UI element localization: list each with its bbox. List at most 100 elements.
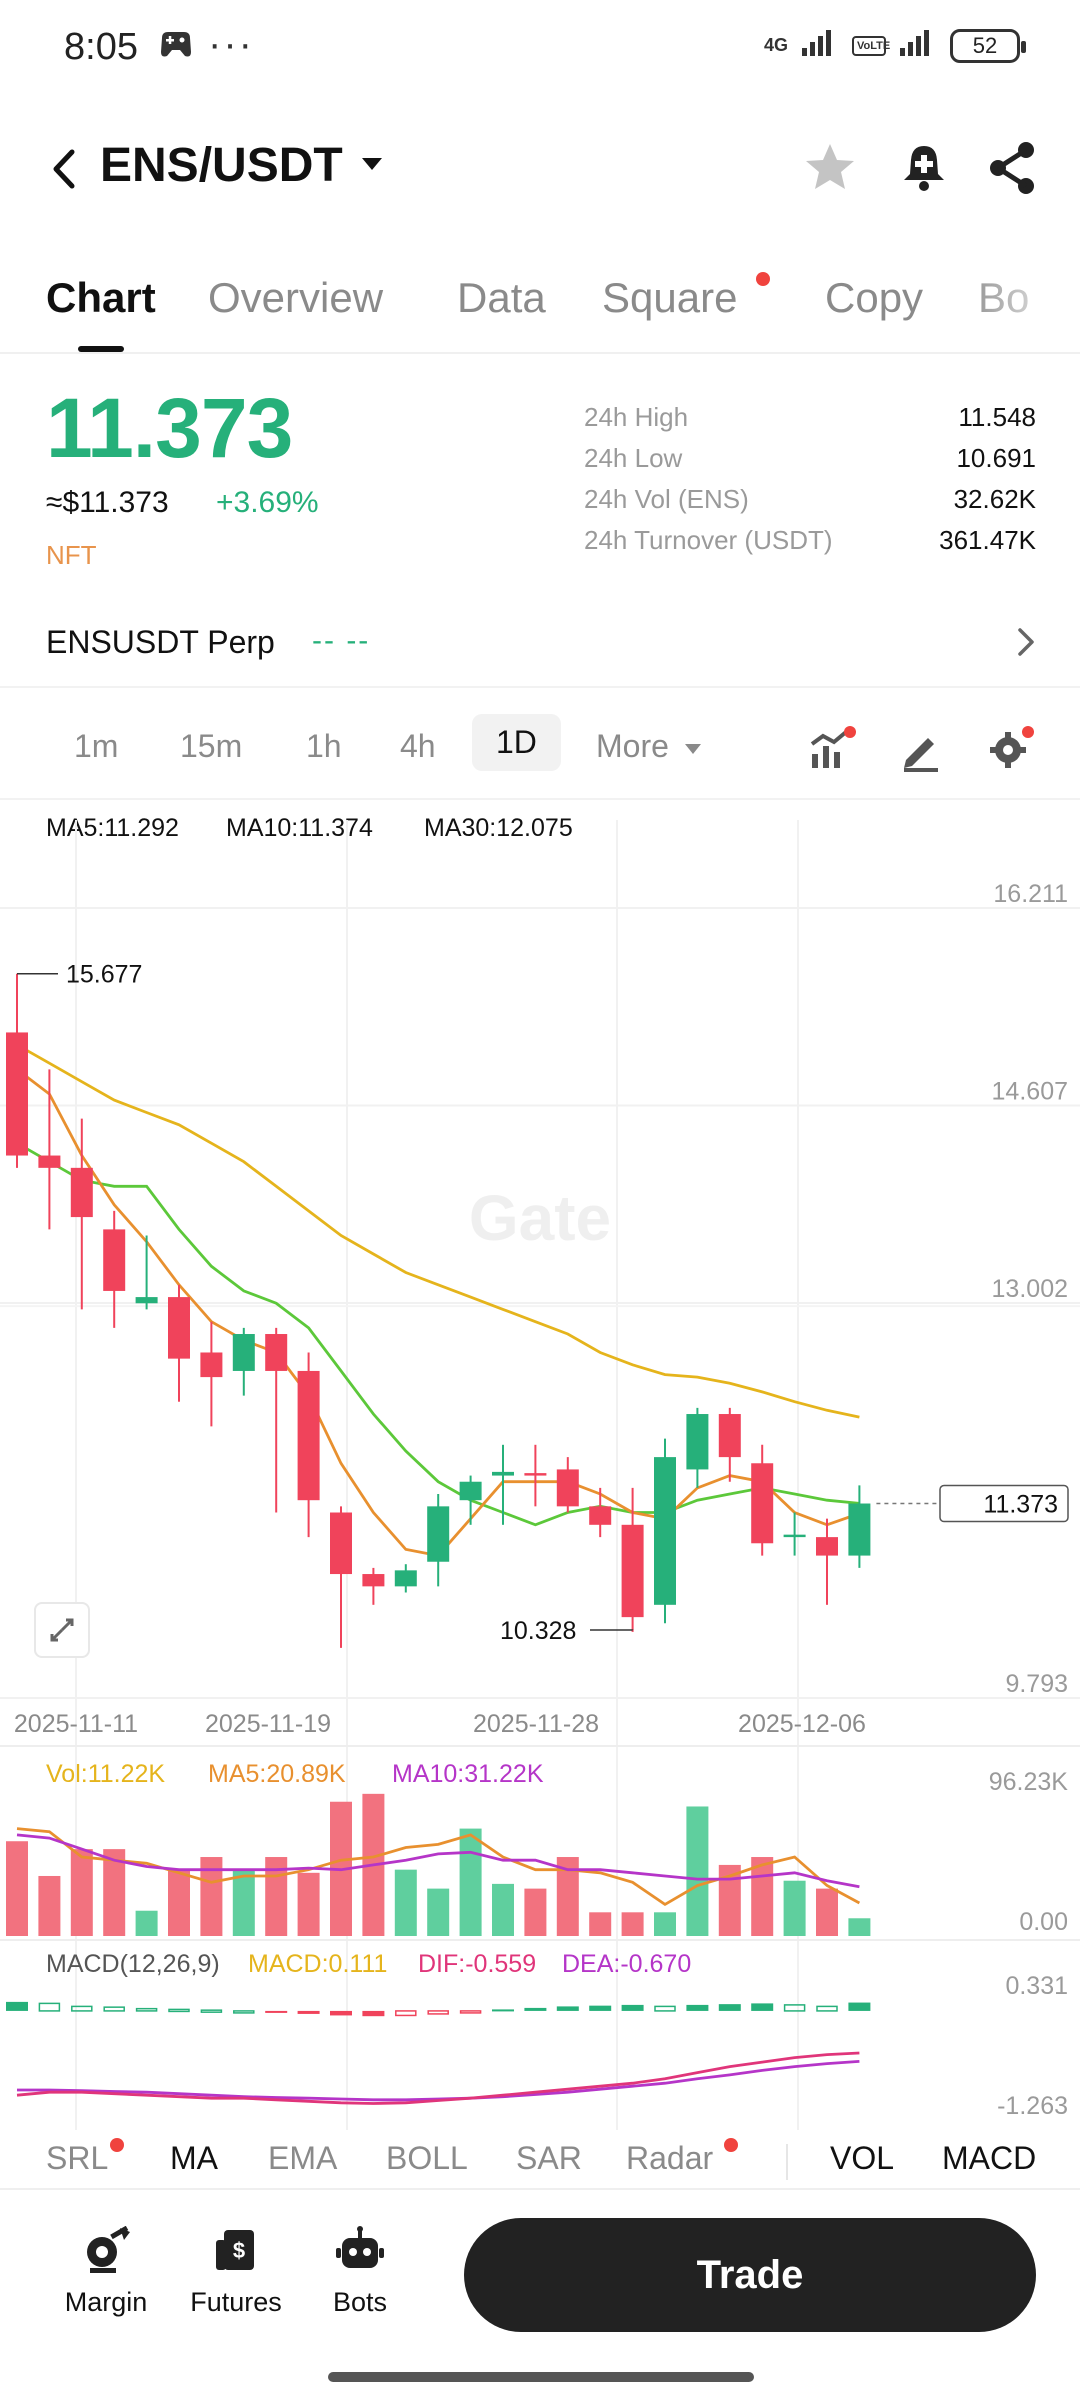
nav-futures[interactable]: $ Futures: [176, 2226, 296, 2318]
volume-bar: [427, 1888, 450, 1936]
macd-histogram-bar: [200, 2009, 223, 2013]
macd-histogram-bar: [330, 2010, 352, 2016]
volume-bar: [621, 1912, 644, 1936]
category-tag[interactable]: NFT: [46, 540, 97, 570]
interval-1d[interactable]: 1D: [472, 714, 561, 771]
candle-body: [654, 1457, 676, 1605]
interval-more-label: More: [596, 728, 669, 764]
indicator-ma[interactable]: MA: [170, 2140, 218, 2176]
game-controller-icon: [158, 30, 194, 65]
expand-chart-button[interactable]: [34, 1602, 90, 1658]
more-notifications-icon: ···: [208, 22, 254, 66]
macd-histogram-bar: [6, 2001, 28, 2011]
low-price-label: 10.328: [500, 1617, 576, 1645]
x-tick-label: 2025-12-06: [738, 1710, 866, 1738]
macd-histogram-bar: [718, 2004, 741, 2011]
candle-body: [200, 1352, 223, 1378]
tab-copy[interactable]: Copy: [825, 274, 924, 321]
bell-plus-icon[interactable]: [894, 138, 954, 203]
macd-legend-item: DEA:-0.670: [562, 1950, 691, 1978]
stat-label-high: 24h High: [584, 402, 689, 432]
indicator-vol[interactable]: VOL: [830, 2140, 895, 2176]
current-price-label: 11.373: [983, 1491, 1058, 1519]
y-tick-label: 16.211: [993, 880, 1068, 908]
caret-down-icon[interactable]: [360, 156, 384, 177]
stat-label-turnover: 24h Turnover (USDT): [584, 525, 833, 555]
indicator-ema[interactable]: EMA: [268, 2140, 338, 2176]
volume-legend-item: MA10:31.22K: [392, 1760, 544, 1788]
candle-body: [816, 1537, 838, 1556]
star-icon[interactable]: [800, 138, 860, 203]
radar-notification-dot: [724, 2138, 738, 2152]
volume-bar: [524, 1888, 547, 1936]
nav-margin-label: Margin: [64, 2287, 148, 2317]
back-icon[interactable]: [44, 144, 84, 194]
share-icon[interactable]: [982, 138, 1042, 203]
tab-square[interactable]: Square: [602, 274, 738, 321]
usd-price: ≈$11.373: [46, 486, 169, 519]
volume-bar: [200, 1857, 223, 1936]
interval-15m[interactable]: 15m: [180, 728, 243, 764]
interval-1m[interactable]: 1m: [74, 728, 119, 764]
candle-body: [589, 1506, 612, 1525]
perp-values: -- --: [312, 624, 371, 657]
square-notification-dot: [756, 272, 770, 286]
macd-dif-line: [16, 2051, 860, 2105]
candle-body: [718, 1414, 741, 1458]
indicator-boll[interactable]: BOLL: [386, 2140, 468, 2176]
expand-icon: [50, 1618, 74, 1642]
volte-badge: VoLTE: [852, 35, 890, 56]
macd-histogram-bar: [459, 2010, 482, 2014]
chart-area[interactable]: MA5:11.292 MA10:11.374 MA30:12.075 16.21…: [0, 800, 1080, 2130]
candle-body: [38, 1155, 61, 1168]
perp-name: ENSUSDT Perp: [46, 624, 275, 660]
macd-histogram-bar: [589, 2005, 612, 2011]
trade-button[interactable]: Trade: [464, 2218, 1036, 2332]
volume-bar: [686, 1806, 709, 1936]
candle-body: [394, 1570, 417, 1587]
svg-text:$: $: [233, 2238, 245, 2263]
settings-gear-icon[interactable]: [984, 724, 1036, 779]
active-tab-indicator: [78, 346, 124, 352]
last-price: 11.373: [46, 381, 293, 475]
current-price-box: [939, 1484, 1069, 1523]
caret-down-icon: [684, 743, 701, 754]
status-right: 4G VoLTE 52: [764, 28, 1026, 63]
macd-histogram-bar: [524, 2007, 547, 2011]
draw-pen-icon[interactable]: [896, 724, 946, 779]
macd-histogram-bar: [395, 2010, 417, 2017]
chart-canvas[interactable]: 16.211 14.607 13.002 9.793 Gate 15.677 10.328 1…: [0, 800, 1080, 2130]
perp-link-row[interactable]: ENSUSDT Perp -- --: [0, 596, 1080, 688]
indicators-icon[interactable]: [806, 724, 856, 779]
interval-selector: 1m 15m 1h 4h 1D More: [0, 700, 1080, 800]
macd-histogram-bar: [135, 2007, 158, 2012]
indicator-tabs: SRL MA EMA BOLL SAR Radar VOL MACD: [0, 2128, 1080, 2188]
volume-bar: [70, 1849, 93, 1936]
interval-4h[interactable]: 4h: [400, 728, 436, 764]
candle-body: [297, 1370, 320, 1501]
macd-histogram-bar: [783, 2004, 806, 2012]
tab-chart[interactable]: Chart: [46, 274, 156, 321]
indicator-radar[interactable]: Radar: [626, 2140, 714, 2176]
candle-body: [168, 1297, 190, 1359]
interval-1h[interactable]: 1h: [306, 728, 342, 764]
candle-body: [556, 1469, 579, 1507]
interval-more[interactable]: More: [596, 728, 702, 765]
ma5-legend: MA5:11.292: [46, 814, 179, 842]
volume-bar: [38, 1875, 61, 1936]
tab-data[interactable]: Data: [457, 274, 546, 321]
nav-margin[interactable]: Margin: [46, 2225, 166, 2318]
indicator-sar[interactable]: SAR: [516, 2140, 582, 2176]
volume-bar: [459, 1828, 482, 1936]
volume-bar: [556, 1857, 579, 1936]
ma10-legend: MA10:11.374: [226, 814, 373, 842]
tab-overview[interactable]: Overview: [208, 274, 384, 321]
macd-histogram-bar: [816, 2005, 838, 2012]
stat-value-vol: 32.62K: [953, 484, 1036, 514]
indicator-srl[interactable]: SRL: [46, 2140, 109, 2176]
indicator-macd[interactable]: MACD: [942, 2140, 1037, 2176]
pair-title[interactable]: ENS/USDT: [100, 139, 343, 192]
nav-bots[interactable]: Bots: [300, 2226, 420, 2318]
tab-fade: [960, 258, 1080, 352]
candle-body: [70, 1167, 93, 1218]
